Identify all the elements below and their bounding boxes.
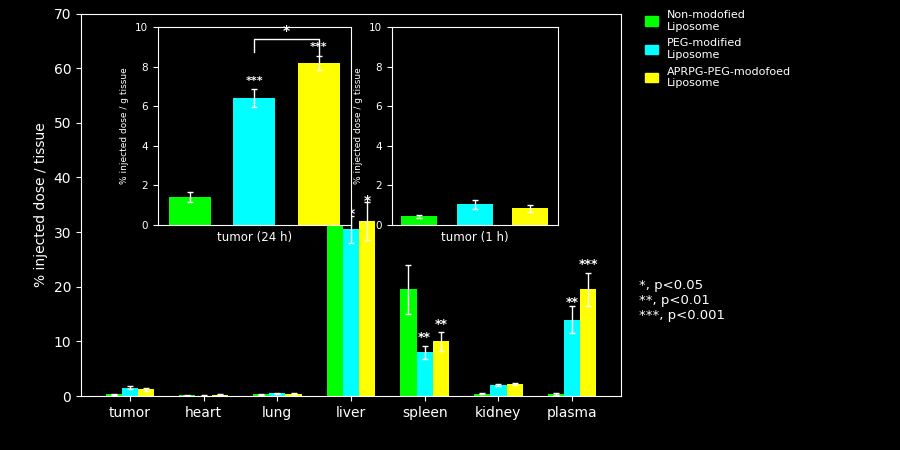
Bar (456, 204, 493, 225)
X-axis label: tumor (1 h): tumor (1 h) (441, 230, 508, 243)
Bar (401, 216, 437, 225)
Legend: Non-modofied
Liposome, PEG-modified
Liposome, APRPG-PEG-modofoed
Liposome: Non-modofied Liposome, PEG-modified Lipo… (644, 10, 791, 88)
Y-axis label: % injected dose / tissue: % injected dose / tissue (34, 122, 48, 287)
Text: ***: *** (310, 42, 328, 52)
Text: ***: *** (246, 76, 263, 86)
Bar (433, 342, 449, 396)
X-axis label: tumor (24 h): tumor (24 h) (217, 230, 292, 243)
Bar (417, 352, 433, 396)
Bar (400, 289, 417, 396)
Text: **: ** (435, 318, 447, 331)
Bar (269, 393, 285, 396)
Bar (548, 394, 564, 396)
Text: **: ** (418, 331, 431, 344)
Bar (212, 395, 228, 396)
Y-axis label: % injected dose / g tissue: % injected dose / g tissue (354, 68, 363, 184)
Text: *: * (364, 194, 371, 208)
Bar (474, 394, 490, 396)
Bar (491, 385, 507, 396)
Text: *, p<0.05
**, p<0.01
***, p<0.001: *, p<0.05 **, p<0.01 ***, p<0.001 (639, 279, 725, 322)
Bar (285, 394, 302, 396)
Bar (169, 197, 211, 225)
Bar (138, 389, 154, 396)
Bar (122, 388, 138, 396)
Bar (564, 320, 580, 396)
Bar (327, 126, 343, 396)
Bar (343, 230, 359, 396)
Y-axis label: % injected dose / g tissue: % injected dose / g tissue (120, 68, 129, 184)
Bar (580, 289, 597, 396)
Text: **: ** (565, 296, 579, 309)
Bar (298, 63, 339, 225)
Bar (359, 221, 375, 396)
Text: *: * (347, 207, 355, 221)
Bar (233, 98, 275, 225)
Text: ***: *** (579, 257, 599, 270)
Bar (253, 394, 269, 396)
Bar (507, 384, 523, 396)
Bar (512, 208, 548, 225)
Text: *: * (283, 24, 290, 38)
Bar (105, 394, 122, 396)
